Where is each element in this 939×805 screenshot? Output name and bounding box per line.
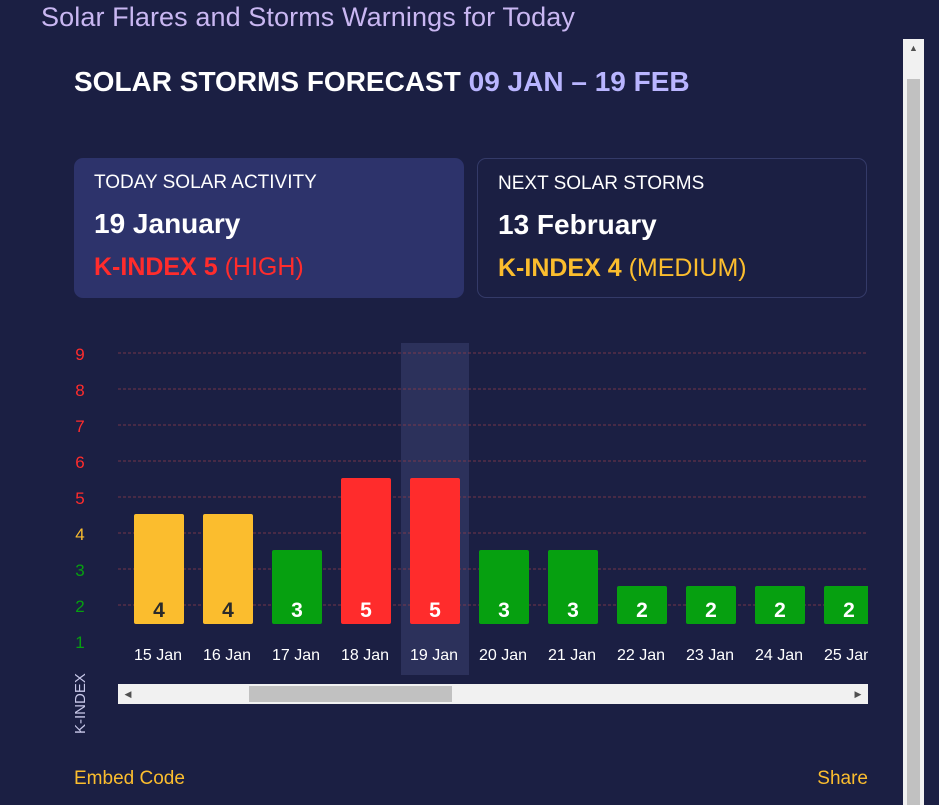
- y-axis-label: K-INDEX: [72, 673, 89, 734]
- next-kindex-level: (MEDIUM): [628, 254, 747, 282]
- bar[interactable]: [203, 514, 253, 624]
- bar[interactable]: [410, 478, 460, 624]
- forecast-date-range: 09 JAN – 19 FEB: [468, 66, 690, 97]
- x-tick-label: 16 Jan: [203, 647, 251, 664]
- today-kindex: K-INDEX 5 (HIGH): [94, 253, 444, 282]
- next-kindex: K-INDEX 4 (MEDIUM): [498, 254, 846, 283]
- y-tick-label: 1: [75, 633, 84, 652]
- bar-value-label: 3: [567, 599, 579, 622]
- bar[interactable]: [617, 586, 667, 624]
- y-tick-label: 8: [75, 381, 84, 400]
- forecast-heading-text: SOLAR STORMS FORECAST: [74, 66, 461, 97]
- next-storm-card: NEXT SOLAR STORMS 13 February K-INDEX 4 …: [477, 158, 867, 298]
- bar[interactable]: [479, 550, 529, 624]
- embed-code-link[interactable]: Embed Code: [74, 768, 185, 789]
- bar-value-label: 5: [429, 599, 441, 622]
- today-date: 19 January: [94, 208, 241, 239]
- forecast-heading: SOLAR STORMS FORECAST 09 JAN – 19 FEB: [74, 66, 690, 98]
- x-tick-label: 22 Jan: [617, 647, 665, 664]
- next-kindex-value: K-INDEX 4: [498, 254, 622, 282]
- bar[interactable]: [341, 478, 391, 624]
- y-tick-label: 6: [75, 453, 84, 472]
- x-tick-label: 19 Jan: [410, 647, 458, 664]
- chart-scroll-thumb[interactable]: [249, 686, 452, 702]
- next-date: 13 February: [498, 209, 657, 240]
- bar-value-label: 4: [222, 599, 234, 622]
- share-link[interactable]: Share: [817, 768, 868, 789]
- x-tick-label: 23 Jan: [686, 647, 734, 664]
- bar[interactable]: [755, 586, 805, 624]
- scroll-left-arrow-icon[interactable]: ◀: [124, 689, 132, 699]
- bar-value-label: 2: [636, 599, 648, 622]
- bar[interactable]: [272, 550, 322, 624]
- x-tick-label: 17 Jan: [272, 647, 320, 664]
- bar-value-label: 3: [498, 599, 510, 622]
- today-activity-card: TODAY SOLAR ACTIVITY 19 January K-INDEX …: [74, 158, 464, 298]
- chart-horizontal-scrollbar[interactable]: ◀ ▶: [118, 684, 868, 704]
- bar-value-label: 2: [705, 599, 717, 622]
- y-tick-label: 4: [75, 525, 84, 544]
- scroll-up-arrow-icon[interactable]: ▲: [909, 43, 918, 53]
- page-vertical-scrollbar[interactable]: ▲: [903, 39, 924, 805]
- next-caption: NEXT SOLAR STORMS: [498, 173, 705, 194]
- scroll-right-arrow-icon[interactable]: ▶: [854, 689, 862, 699]
- y-tick-label: 2: [75, 597, 84, 616]
- y-tick-label: 9: [75, 345, 84, 364]
- y-tick-label: 5: [75, 489, 84, 508]
- y-tick-label: 3: [75, 561, 84, 580]
- bar-value-label: 3: [291, 599, 303, 622]
- page-scroll-thumb[interactable]: [907, 79, 920, 805]
- x-tick-label: 24 Jan: [755, 647, 803, 664]
- x-tick-label: 20 Jan: [479, 647, 527, 664]
- kindex-bar-chart: 1 2 3 4 5 6 7 8 9 4 15 Jan 4 16 Jan 3 17 Jan 5 18 Jan 5 19…: [75, 343, 874, 675]
- bar-value-label: 4: [153, 599, 165, 622]
- x-tick-label: 18 Jan: [341, 647, 389, 664]
- y-tick-label: 7: [75, 417, 84, 436]
- bar[interactable]: [548, 550, 598, 624]
- x-tick-label: 21 Jan: [548, 647, 596, 664]
- bar[interactable]: [824, 586, 874, 624]
- x-tick-label: 15 Jan: [134, 647, 182, 664]
- bar[interactable]: [686, 586, 736, 624]
- today-kindex-value: K-INDEX 5: [94, 253, 218, 281]
- today-caption: TODAY SOLAR ACTIVITY: [94, 172, 317, 193]
- bar[interactable]: [134, 514, 184, 624]
- bar-value-label: 2: [843, 599, 855, 622]
- page-title: Solar Flares and Storms Warnings for Tod…: [41, 2, 575, 32]
- today-kindex-level: (HIGH): [224, 253, 304, 281]
- bar-value-label: 5: [360, 599, 372, 622]
- x-tick-label: 25 Jan: [824, 647, 872, 664]
- bar-value-label: 2: [774, 599, 786, 622]
